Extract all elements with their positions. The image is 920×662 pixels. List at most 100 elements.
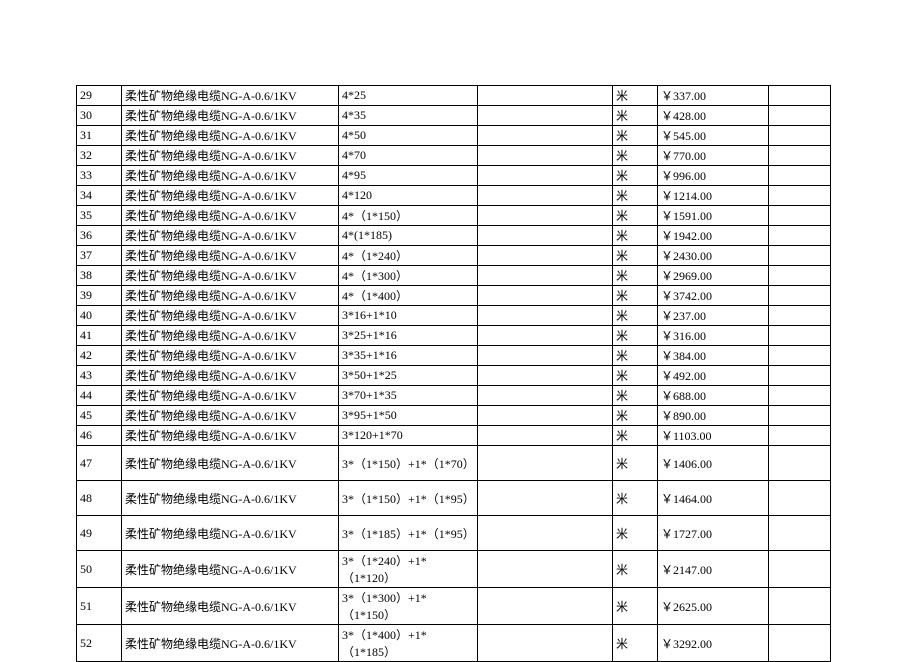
table-row: 31柔性矿物绝缘电缆NG-A-0.6/1KV4*50米￥545.00 bbox=[77, 126, 831, 146]
row-unit: 米 bbox=[613, 146, 658, 166]
row-description: 柔性矿物绝缘电缆NG-A-0.6/1KV bbox=[122, 366, 339, 386]
table-row: 37柔性矿物绝缘电缆NG-A-0.6/1KV4*（1*240）米￥2430.00 bbox=[77, 246, 831, 266]
cable-price-table: 29柔性矿物绝缘电缆NG-A-0.6/1KV4*25米￥337.0030柔性矿物… bbox=[76, 85, 831, 662]
row-number: 31 bbox=[77, 126, 122, 146]
row-unit: 米 bbox=[613, 406, 658, 426]
row-number: 40 bbox=[77, 306, 122, 326]
row-unit: 米 bbox=[613, 625, 658, 662]
row-number: 33 bbox=[77, 166, 122, 186]
row-blank bbox=[478, 226, 613, 246]
row-price: ￥1464.00 bbox=[658, 481, 769, 516]
row-number: 41 bbox=[77, 326, 122, 346]
row-blank bbox=[478, 625, 613, 662]
row-blank bbox=[478, 516, 613, 551]
row-price: ￥2147.00 bbox=[658, 551, 769, 588]
row-description: 柔性矿物绝缘电缆NG-A-0.6/1KV bbox=[122, 346, 339, 366]
row-blank bbox=[478, 406, 613, 426]
row-last bbox=[769, 625, 831, 662]
row-blank bbox=[478, 481, 613, 516]
table-row: 34柔性矿物绝缘电缆NG-A-0.6/1KV4*120米￥1214.00 bbox=[77, 186, 831, 206]
row-spec: 3*（1*300）+1*（1*150） bbox=[339, 588, 478, 625]
row-unit: 米 bbox=[613, 126, 658, 146]
row-blank bbox=[478, 166, 613, 186]
row-last bbox=[769, 551, 831, 588]
row-price: ￥545.00 bbox=[658, 126, 769, 146]
row-number: 48 bbox=[77, 481, 122, 516]
row-blank bbox=[478, 86, 613, 106]
table-row: 35柔性矿物绝缘电缆NG-A-0.6/1KV4*（1*150）米￥1591.00 bbox=[77, 206, 831, 226]
row-description: 柔性矿物绝缘电缆NG-A-0.6/1KV bbox=[122, 588, 339, 625]
row-price: ￥3292.00 bbox=[658, 625, 769, 662]
row-last bbox=[769, 306, 831, 326]
row-description: 柔性矿物绝缘电缆NG-A-0.6/1KV bbox=[122, 426, 339, 446]
row-blank bbox=[478, 551, 613, 588]
row-price: ￥688.00 bbox=[658, 386, 769, 406]
table-row: 36柔性矿物绝缘电缆NG-A-0.6/1KV4*(1*185)米￥1942.00 bbox=[77, 226, 831, 246]
row-unit: 米 bbox=[613, 206, 658, 226]
row-blank bbox=[478, 106, 613, 126]
table-row: 44柔性矿物绝缘电缆NG-A-0.6/1KV3*70+1*35米￥688.00 bbox=[77, 386, 831, 406]
row-number: 46 bbox=[77, 426, 122, 446]
row-description: 柔性矿物绝缘电缆NG-A-0.6/1KV bbox=[122, 446, 339, 481]
row-description: 柔性矿物绝缘电缆NG-A-0.6/1KV bbox=[122, 86, 339, 106]
row-last bbox=[769, 516, 831, 551]
row-spec: 3*（1*185）+1*（1*95） bbox=[339, 516, 478, 551]
row-last bbox=[769, 326, 831, 346]
row-description: 柔性矿物绝缘电缆NG-A-0.6/1KV bbox=[122, 326, 339, 346]
row-spec: 3*95+1*50 bbox=[339, 406, 478, 426]
row-price: ￥1591.00 bbox=[658, 206, 769, 226]
row-price: ￥2969.00 bbox=[658, 266, 769, 286]
row-number: 29 bbox=[77, 86, 122, 106]
row-last bbox=[769, 588, 831, 625]
row-price: ￥428.00 bbox=[658, 106, 769, 126]
table-row: 38柔性矿物绝缘电缆NG-A-0.6/1KV4*（1*300）米￥2969.00 bbox=[77, 266, 831, 286]
table-row: 46柔性矿物绝缘电缆NG-A-0.6/1KV3*120+1*70米￥1103.0… bbox=[77, 426, 831, 446]
row-description: 柔性矿物绝缘电缆NG-A-0.6/1KV bbox=[122, 406, 339, 426]
row-spec: 4*(1*185) bbox=[339, 226, 478, 246]
row-spec: 4*（1*300） bbox=[339, 266, 478, 286]
table-row: 33柔性矿物绝缘电缆NG-A-0.6/1KV4*95米￥996.00 bbox=[77, 166, 831, 186]
row-blank bbox=[478, 286, 613, 306]
row-last bbox=[769, 386, 831, 406]
row-spec: 4*（1*150） bbox=[339, 206, 478, 226]
row-spec: 4*120 bbox=[339, 186, 478, 206]
table-row: 29柔性矿物绝缘电缆NG-A-0.6/1KV4*25米￥337.00 bbox=[77, 86, 831, 106]
row-last bbox=[769, 206, 831, 226]
row-unit: 米 bbox=[613, 551, 658, 588]
row-blank bbox=[478, 246, 613, 266]
row-unit: 米 bbox=[613, 86, 658, 106]
row-number: 43 bbox=[77, 366, 122, 386]
row-last bbox=[769, 246, 831, 266]
row-price: ￥890.00 bbox=[658, 406, 769, 426]
row-description: 柔性矿物绝缘电缆NG-A-0.6/1KV bbox=[122, 386, 339, 406]
row-spec: 3*50+1*25 bbox=[339, 366, 478, 386]
row-description: 柔性矿物绝缘电缆NG-A-0.6/1KV bbox=[122, 146, 339, 166]
row-number: 45 bbox=[77, 406, 122, 426]
row-price: ￥2625.00 bbox=[658, 588, 769, 625]
row-description: 柔性矿物绝缘电缆NG-A-0.6/1KV bbox=[122, 226, 339, 246]
row-price: ￥384.00 bbox=[658, 346, 769, 366]
row-spec: 3*（1*150）+1*（1*95） bbox=[339, 481, 478, 516]
row-blank bbox=[478, 186, 613, 206]
row-number: 38 bbox=[77, 266, 122, 286]
row-unit: 米 bbox=[613, 166, 658, 186]
row-spec: 4*95 bbox=[339, 166, 478, 186]
row-last bbox=[769, 481, 831, 516]
row-price: ￥337.00 bbox=[658, 86, 769, 106]
row-last bbox=[769, 366, 831, 386]
row-last bbox=[769, 86, 831, 106]
row-price: ￥1103.00 bbox=[658, 426, 769, 446]
row-last bbox=[769, 426, 831, 446]
row-number: 37 bbox=[77, 246, 122, 266]
row-price: ￥1727.00 bbox=[658, 516, 769, 551]
row-description: 柔性矿物绝缘电缆NG-A-0.6/1KV bbox=[122, 186, 339, 206]
row-last bbox=[769, 346, 831, 366]
row-blank bbox=[478, 266, 613, 286]
row-number: 42 bbox=[77, 346, 122, 366]
row-description: 柔性矿物绝缘电缆NG-A-0.6/1KV bbox=[122, 625, 339, 662]
row-price: ￥770.00 bbox=[658, 146, 769, 166]
row-unit: 米 bbox=[613, 286, 658, 306]
row-last bbox=[769, 166, 831, 186]
row-unit: 米 bbox=[613, 346, 658, 366]
table-row: 48柔性矿物绝缘电缆NG-A-0.6/1KV3*（1*150）+1*（1*95）… bbox=[77, 481, 831, 516]
